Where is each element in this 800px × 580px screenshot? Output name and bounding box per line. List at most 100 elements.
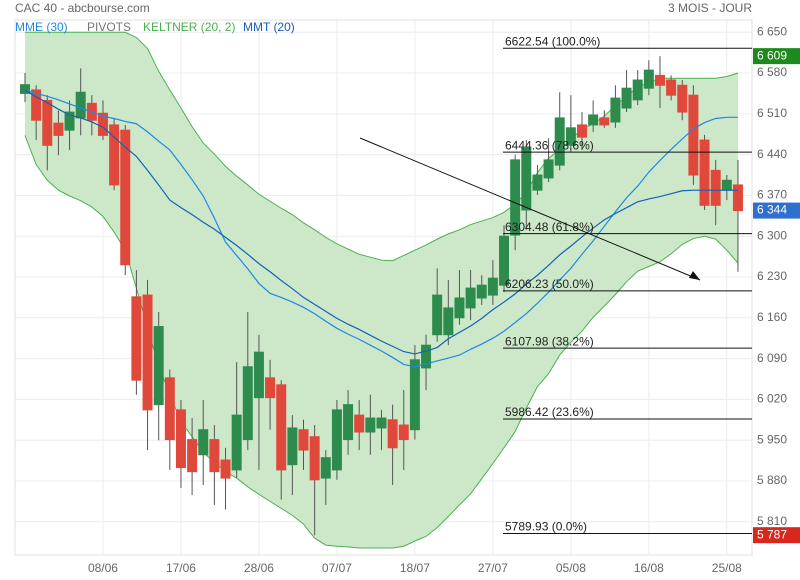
price-tag xyxy=(753,48,800,65)
y-tick-label: 6 650 xyxy=(757,24,787,38)
x-tick-label: 08/06 xyxy=(88,561,118,575)
candle-body xyxy=(187,439,198,473)
y-tick-label: 6 230 xyxy=(757,269,787,283)
y-tick-label: 6 090 xyxy=(757,351,787,365)
candle-body xyxy=(577,124,587,138)
price-tag xyxy=(753,202,800,219)
legend-entry: PIVOTS xyxy=(87,20,131,34)
legend-entry: MMT (20) xyxy=(243,20,295,34)
candle-body xyxy=(209,439,220,473)
price-tag-label: 6 344 xyxy=(757,203,787,217)
x-tick-label: 17/06 xyxy=(166,561,196,575)
price-tag-label: 6 609 xyxy=(757,48,787,62)
candle-body xyxy=(554,117,565,166)
candle-body xyxy=(421,344,432,369)
candle-body xyxy=(532,174,543,191)
candle-body xyxy=(610,97,621,123)
axis: 6 650 6 580 6 510 6 440 6 370 6 300 6 230 6 160… xyxy=(88,24,800,575)
pivot-label: 6107.98 (38.2%) xyxy=(505,334,594,348)
candle-body xyxy=(521,147,532,211)
candles xyxy=(20,56,743,536)
candle-body xyxy=(175,409,186,469)
y-tick-label: 6 370 xyxy=(757,188,787,202)
candle-body xyxy=(64,111,75,131)
candle-body xyxy=(131,296,142,381)
candle-body xyxy=(298,429,309,451)
candle-body xyxy=(476,284,487,299)
candle-body xyxy=(710,169,721,206)
y-tick-label: 6 510 xyxy=(757,106,787,120)
candle-body xyxy=(654,74,665,86)
lines xyxy=(24,89,738,368)
candle-body xyxy=(499,235,510,286)
y-tick-label: 5 810 xyxy=(757,514,787,528)
candle-body xyxy=(354,414,365,433)
candle-body xyxy=(465,287,476,309)
candle-body xyxy=(632,79,643,101)
candle-body xyxy=(409,359,420,431)
candle-body xyxy=(97,112,108,136)
candle-body xyxy=(265,377,276,399)
candle-body xyxy=(376,417,387,429)
legend-entry: KELTNER (20, 2) xyxy=(143,20,235,34)
price-tag xyxy=(753,527,800,544)
x-tick-label: 07/07 xyxy=(322,561,352,575)
candle-body xyxy=(231,414,242,471)
candle-body xyxy=(643,69,654,89)
candle-body xyxy=(53,122,64,136)
pivot-label: 5986.42 (23.6%) xyxy=(505,405,594,419)
candle-body xyxy=(20,84,30,94)
chart-subtitle: 3 MOIS - JOUR xyxy=(668,1,752,15)
x-tick-label: 27/07 xyxy=(478,561,508,575)
pivots: 6622.54 (100.0%) 6444.36 (78.6%) 6304.48 (… xyxy=(503,34,752,534)
candle-body xyxy=(343,404,354,441)
candle-body xyxy=(220,459,231,479)
trend-arrow-head xyxy=(689,271,700,280)
candle-body xyxy=(599,117,610,126)
candle-body xyxy=(666,79,677,96)
candle-body xyxy=(242,366,253,441)
candle-body xyxy=(621,87,632,109)
candle-body xyxy=(688,94,699,176)
pivot-label: 5789.93 (0.0%) xyxy=(505,520,587,534)
pivot-label: 6304.48 (61.8%) xyxy=(505,220,594,234)
pivot-label: 6622.54 (100.0%) xyxy=(505,34,600,48)
y-tick-label: 5 880 xyxy=(757,473,787,487)
candle-body xyxy=(365,417,376,433)
candle-body xyxy=(443,307,454,336)
candle-body xyxy=(387,419,398,449)
chart-title: CAC 40 - abcbourse.com xyxy=(15,1,150,15)
candle-body xyxy=(42,99,53,146)
x-tick-label: 16/08 xyxy=(634,561,664,575)
candle-body xyxy=(276,384,287,471)
candle-body xyxy=(153,326,164,406)
candle-body xyxy=(142,294,153,411)
legend-entry: MME (30) xyxy=(15,20,68,34)
y-tick-label: 6 160 xyxy=(757,310,787,324)
y-tick-label: 6 300 xyxy=(757,228,787,242)
candle-body xyxy=(331,409,342,471)
candle-body xyxy=(398,424,409,441)
x-tick-label: 05/08 xyxy=(556,561,586,575)
y-tick-label: 5 950 xyxy=(757,432,787,446)
candle-body xyxy=(699,139,710,206)
trend-line xyxy=(359,137,701,281)
candle-body xyxy=(120,129,131,266)
candle-body xyxy=(454,297,465,319)
candle-body xyxy=(309,436,320,481)
y-tick-label: 6 440 xyxy=(757,147,787,161)
candle-body xyxy=(565,127,576,146)
candle-body xyxy=(75,91,86,119)
pivot-label: 6206.23 (50.0%) xyxy=(505,277,594,291)
candle-body xyxy=(510,159,521,236)
candle-body xyxy=(487,277,498,296)
candle-body xyxy=(588,114,599,126)
x-tick-label: 18/07 xyxy=(400,561,430,575)
indicator-line xyxy=(24,89,738,355)
candle-body xyxy=(677,84,688,113)
candle-body xyxy=(543,159,554,179)
candle-body xyxy=(721,179,732,191)
candle-body xyxy=(253,351,264,399)
